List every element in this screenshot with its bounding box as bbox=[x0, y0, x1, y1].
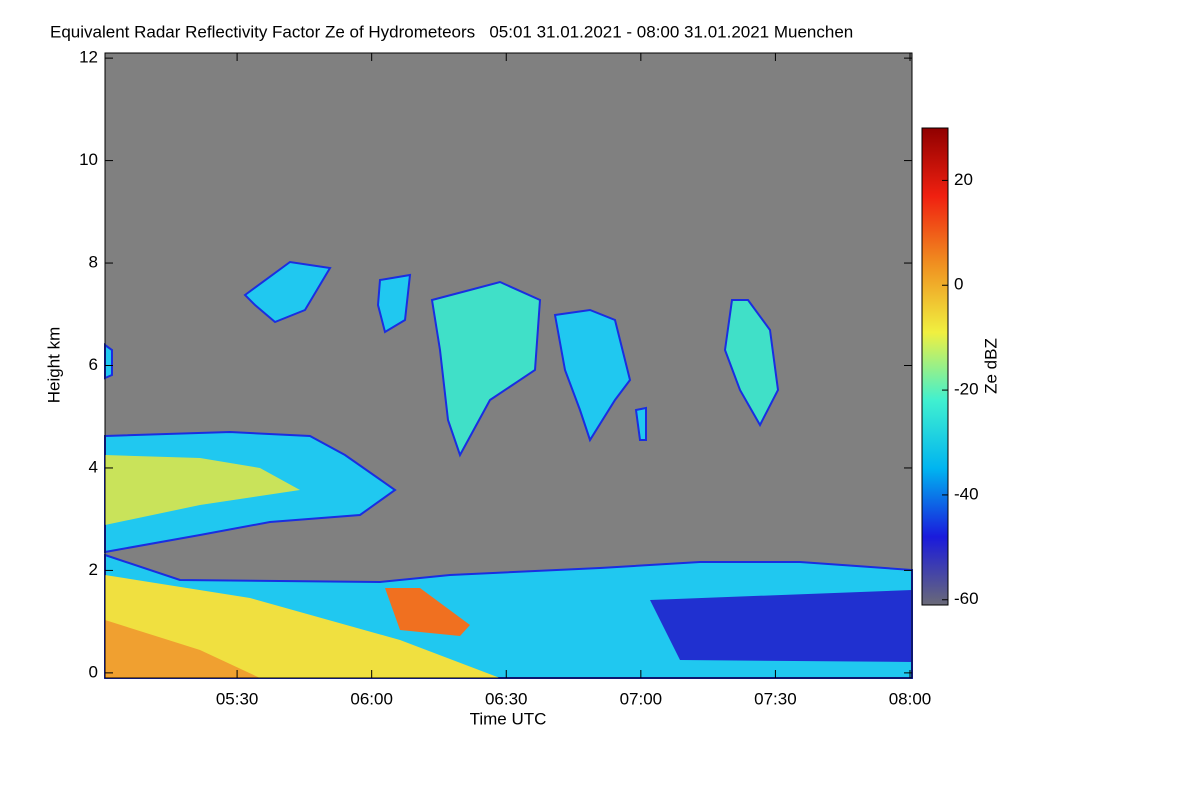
y-tick-label: 10 bbox=[79, 150, 98, 169]
echo bbox=[385, 588, 470, 636]
x-tick-label: 06:00 bbox=[350, 689, 393, 708]
colorbar-tick-label: 20 bbox=[954, 170, 973, 189]
y-tick-label: 4 bbox=[89, 457, 98, 476]
colorbar-tick-label: -60 bbox=[954, 589, 979, 608]
echo bbox=[105, 455, 300, 525]
x-tick-label: 08:00 bbox=[889, 689, 932, 708]
y-tick-label: 12 bbox=[79, 48, 98, 67]
echo bbox=[104, 343, 113, 380]
echo bbox=[105, 620, 260, 678]
echo bbox=[376, 273, 412, 334]
echo bbox=[634, 406, 647, 441]
x-tick-label: 06:30 bbox=[485, 689, 528, 708]
colorbar-tick-label: -20 bbox=[954, 380, 979, 399]
y-tick-label: 2 bbox=[89, 560, 98, 579]
echo bbox=[650, 590, 912, 662]
x-tick-label: 05:30 bbox=[216, 689, 259, 708]
echo bbox=[243, 260, 332, 324]
y-tick-label: 6 bbox=[89, 355, 98, 374]
colorbar-tick-label: -40 bbox=[954, 484, 979, 503]
x-axis-title: Time UTC bbox=[470, 709, 547, 728]
colorbar-tick-label: 0 bbox=[954, 275, 963, 294]
colorbar bbox=[921, 127, 949, 606]
echo bbox=[430, 280, 542, 458]
x-tick-label: 07:30 bbox=[754, 689, 797, 708]
colorbar-title: Ze dBZ bbox=[981, 338, 1000, 394]
y-axis-title: Height km bbox=[44, 327, 63, 404]
x-tick-label: 07:00 bbox=[620, 689, 663, 708]
echo bbox=[553, 308, 632, 443]
y-tick-label: 0 bbox=[89, 662, 98, 681]
echoes bbox=[104, 260, 913, 679]
echo bbox=[723, 299, 780, 428]
y-tick-label: 8 bbox=[89, 253, 98, 272]
chart-title: Equivalent Radar Reflectivity Factor Ze … bbox=[50, 22, 853, 41]
